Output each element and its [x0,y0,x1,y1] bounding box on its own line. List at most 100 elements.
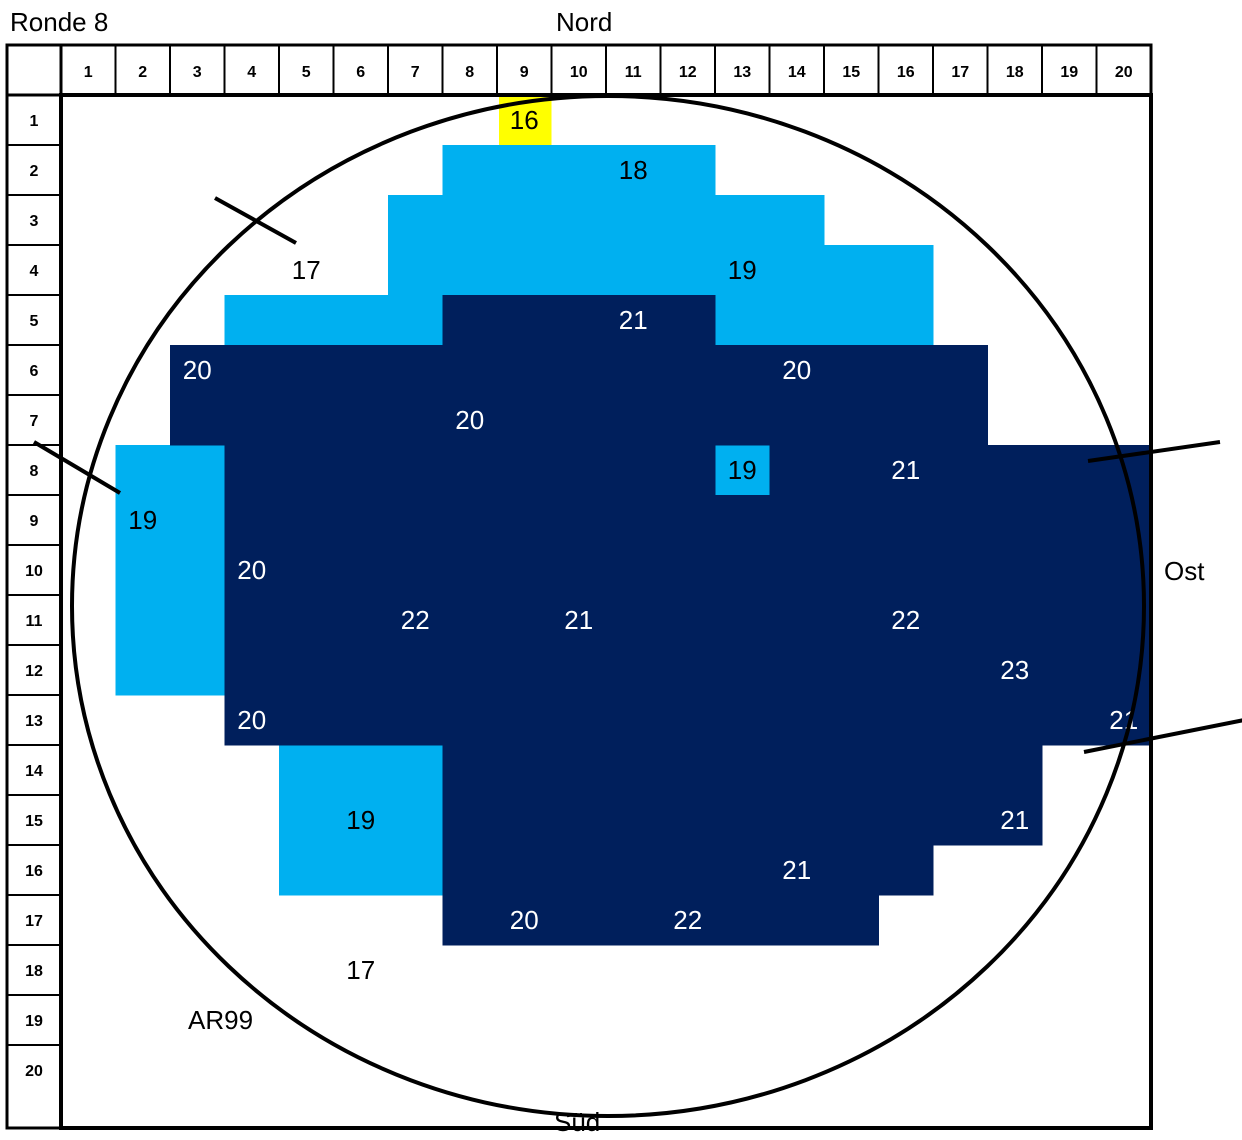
cell-value-r11-c16: 22 [891,605,920,635]
cell-value-r4-c5: 17 [292,255,321,285]
zone-dark-row-10-6 [224,545,1152,596]
zone-light-row-11-9 [115,595,225,646]
row-header-16: 16 [25,863,43,880]
cut-line-nw [214,196,297,245]
column-header-19: 19 [1060,64,1078,81]
zone-light-row-10-8 [115,545,225,596]
compass-south-label: Süd [554,1107,600,1137]
cell-value-r8-c13: 19 [728,455,757,485]
cell-value-r4-c13: 19 [728,255,757,285]
zone-layer [115,97,1152,946]
column-header-14: 14 [788,64,806,81]
column-header-18: 18 [1006,64,1024,81]
zone-dark-row-12-8 [224,645,1152,696]
cell-value-r9-c2: 19 [128,505,157,535]
zone-light-row-3-1 [388,195,825,246]
compass-east-label: Ost [1164,556,1205,586]
zone-dark-row-6-1 [170,345,988,396]
column-header-4: 4 [247,64,256,81]
cell-value-r10-c4: 20 [237,555,266,585]
row-header-7: 7 [30,413,39,430]
cell-value-r11-c10: 21 [564,605,593,635]
cell-value-r17-c12: 22 [673,905,702,935]
row-header-6: 6 [30,363,39,380]
zone-light-row-8-5 [115,445,225,496]
zone-dark-row-7-2 [170,395,988,446]
row-header-1: 1 [30,113,39,130]
cell-value-r15-c18: 21 [1000,805,1029,835]
column-header-13: 13 [733,64,751,81]
column-header-20: 20 [1115,64,1133,81]
column-header-10: 10 [570,64,588,81]
row-header-5: 5 [30,313,39,330]
row-header-9: 9 [30,513,39,530]
row-header-15: 15 [25,813,43,830]
zone-dark-row-15-11 [442,795,1043,846]
row-header-10: 10 [25,563,43,580]
row-header-14: 14 [25,763,43,780]
row-header-19: 19 [25,1013,43,1030]
row-header-13: 13 [25,713,43,730]
row-header-11: 11 [26,613,43,630]
zone-light-row-9-7 [115,495,225,546]
marker-label: AR99 [188,1005,253,1035]
zone-light-row-14-11 [279,745,443,796]
column-header-11: 11 [625,64,642,81]
zone-light-row-5-3 [224,295,443,346]
zone-light-row-2-0 [442,145,716,196]
column-header-8: 8 [465,64,474,81]
column-header-17: 17 [951,64,969,81]
cell-value-r13-c4: 20 [237,705,266,735]
cell-value-r16-c14: 21 [782,855,811,885]
zone-dark-row-14-10 [442,745,1043,796]
grid-layer: 1 2 3 4 5 6 7 8 9 10 11 12 13 14 15 16 17 18 19 20123456789… [5,43,1153,1130]
row-header-17: 17 [25,913,43,930]
cut-line-east-lower [1083,718,1242,754]
row-header-4: 4 [30,263,39,280]
row-header-12: 12 [25,663,43,680]
column-header-15: 15 [842,64,860,81]
zone-light-row-16-13 [279,845,443,896]
zone-dark-row-5-0 [442,295,716,346]
zone-light-row-15-12 [279,795,443,846]
row-header-8: 8 [30,463,39,480]
cut-line-west [32,440,122,495]
zone-light-row-4-2 [388,245,934,296]
zone-dark-row-8-3 [224,445,716,496]
cell-value-r1-c9: 16 [510,105,539,135]
column-header-9: 9 [520,64,529,81]
cell-value-r5-c11: 21 [619,305,648,335]
row-header-20: 20 [25,1063,43,1080]
cell-value-r18-c6: 17 [346,955,375,985]
zone-light-row-8-6 [715,445,770,496]
cell-value-r2-c11: 18 [619,155,648,185]
compass-north-label: Nord [556,7,612,37]
column-header-6: 6 [356,64,365,81]
round-label: Ronde 8 [10,7,108,37]
zone-dark-row-17-13 [442,895,879,946]
column-header-2: 2 [138,64,147,81]
cell-value-r15-c6: 19 [346,805,375,835]
cell-value-r6-c3: 20 [183,355,212,385]
zone-light-row-5-4 [715,295,934,346]
zone-dark-row-13-9 [224,695,1152,746]
wafer-outline-circle [70,94,1146,1118]
cut-line-east-upper [1087,440,1221,463]
row-header-3: 3 [30,213,39,230]
zone-dark-row-9-5 [224,495,1152,546]
cell-value-r8-c16: 21 [891,455,920,485]
cell-value-r12-c18: 23 [1000,655,1029,685]
column-header-12: 12 [679,64,697,81]
row-header-2: 2 [30,163,39,180]
cell-value-r11-c7: 22 [401,605,430,635]
value-layer: 16 18 17 19 21 20 20 20 19 21 19 20 22 21 22 23 20 21 19 21… [128,105,1138,985]
column-header-7: 7 [411,64,420,81]
column-header-16: 16 [897,64,915,81]
zone-dark-row-11-7 [224,595,1152,646]
zone-light-row-12-10 [115,645,225,696]
column-header-1: 1 [84,64,93,81]
column-header-5: 5 [302,64,311,81]
row-header-18: 18 [25,963,43,980]
cell-value-r17-c9: 20 [510,905,539,935]
